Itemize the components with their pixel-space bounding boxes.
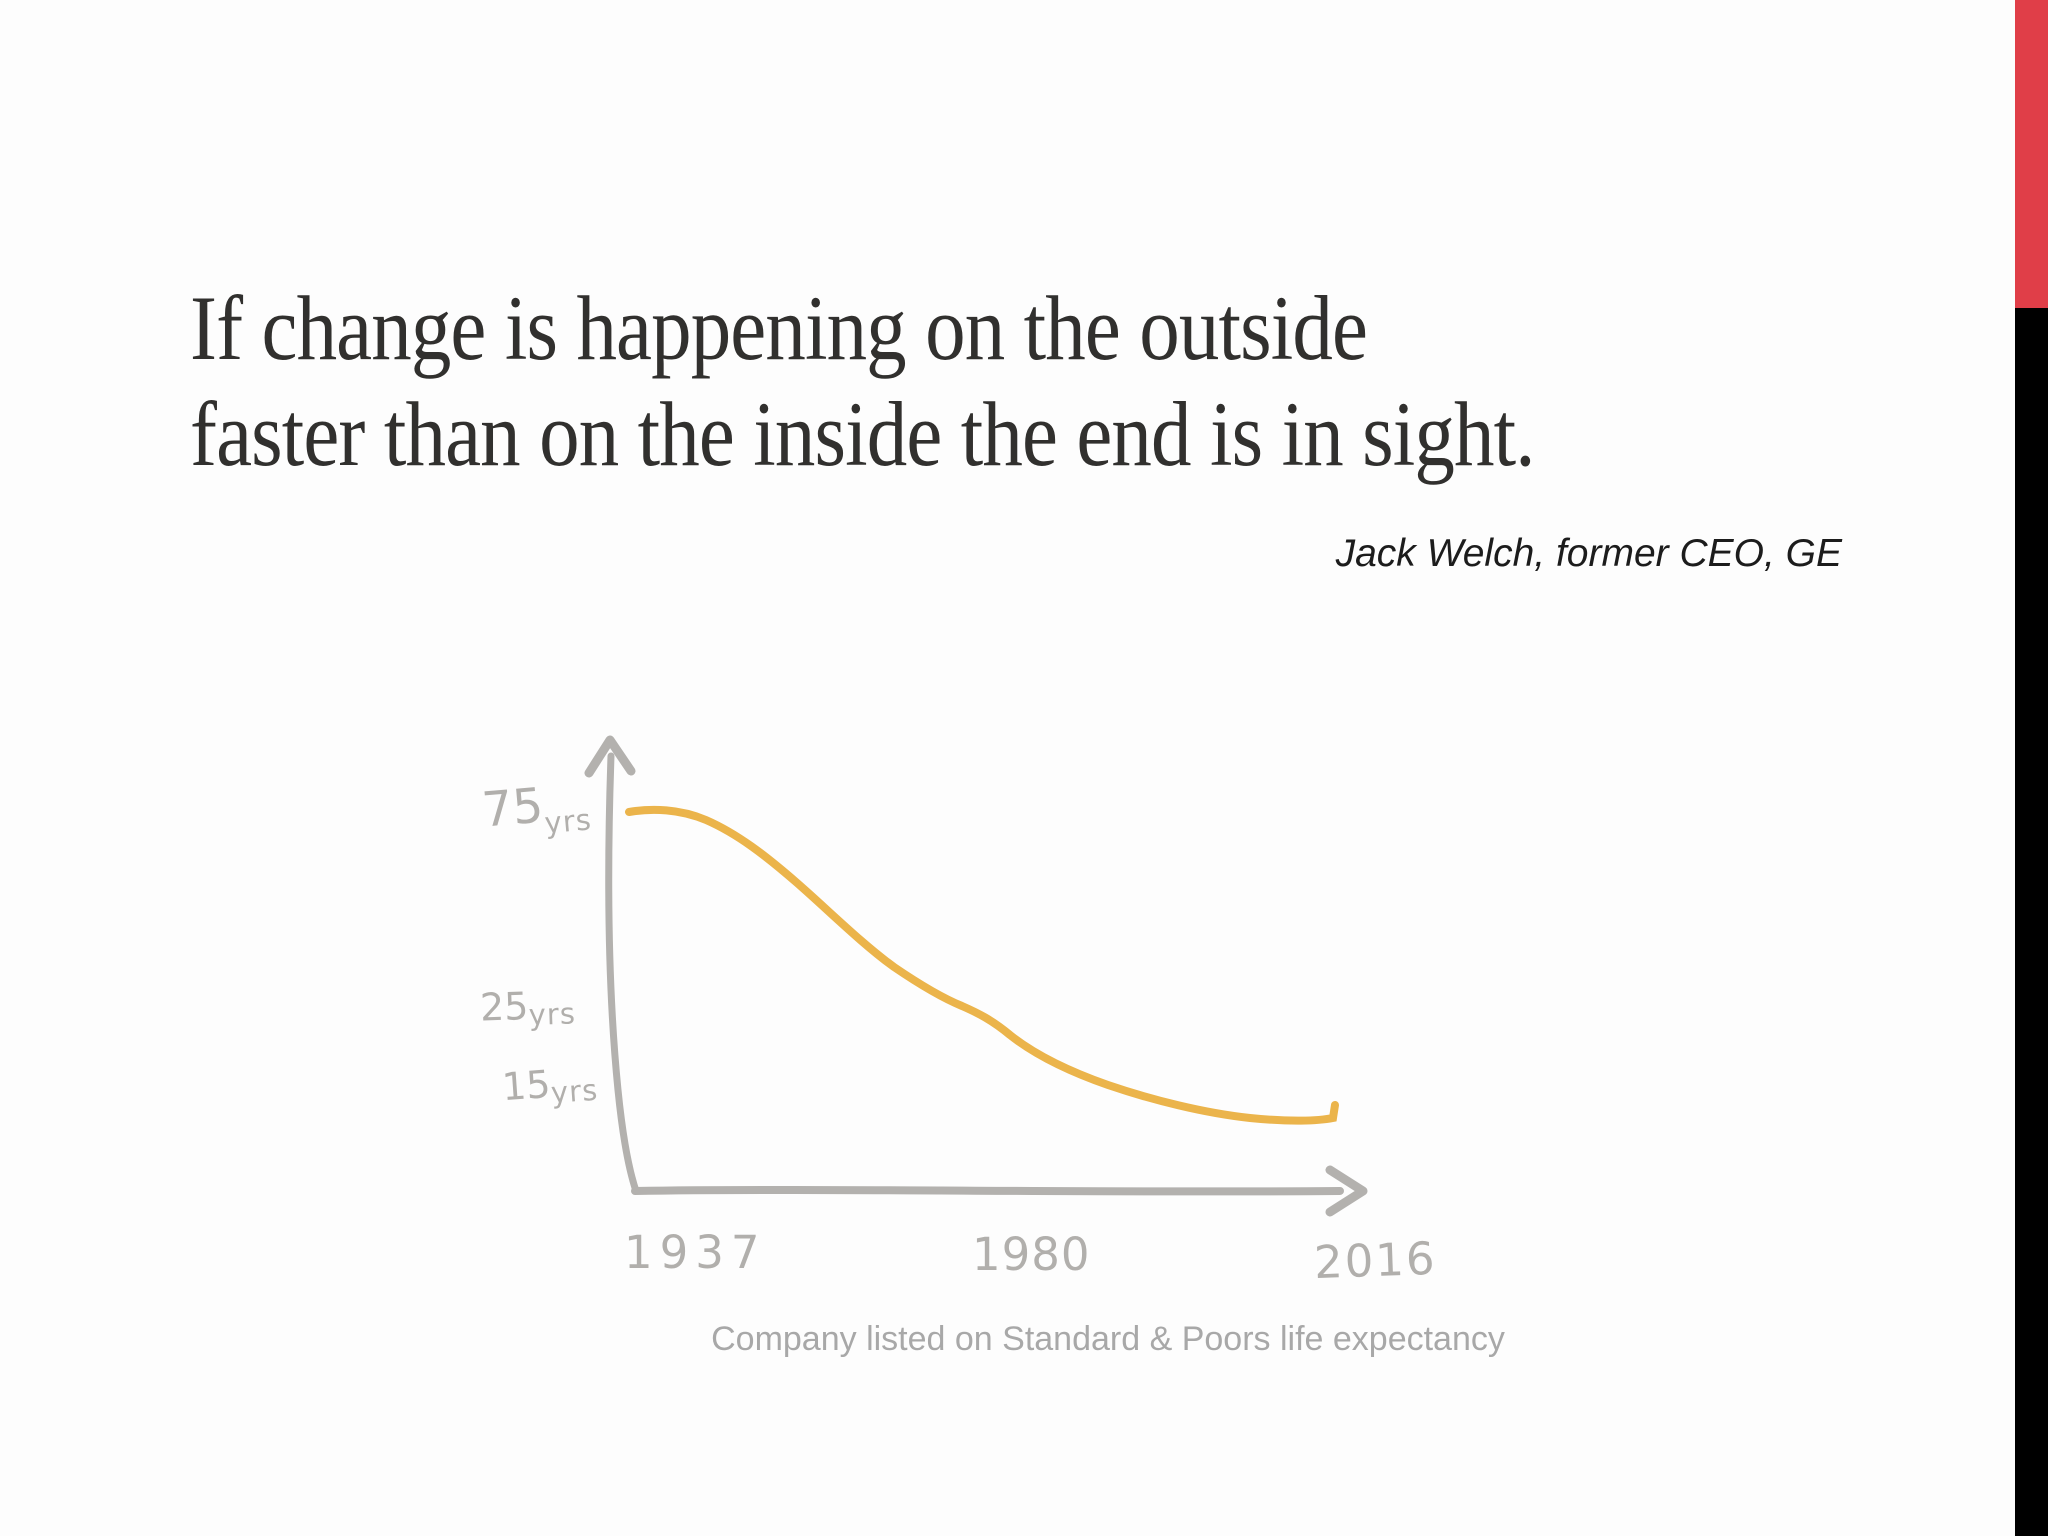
accent-bar-red — [2015, 0, 2048, 308]
chart-caption: Company listed on Standard & Poors life … — [711, 1320, 1505, 1358]
x-tick-1980: 1980 — [972, 1228, 1091, 1281]
trend-curve — [625, 805, 1339, 1125]
quote-line-1: If change is happening on the outside — [190, 277, 1368, 379]
y-tick-15yrs: 15yrs — [500, 1062, 600, 1110]
accent-bar-black — [2015, 308, 2048, 1536]
y-tick-75yrs: 75yrs — [479, 777, 594, 841]
x-axis — [631, 1165, 1368, 1217]
quote-title: If change is happening on the outside fa… — [190, 276, 1915, 488]
quote-line-2: faster than on the inside the end is in … — [190, 382, 1535, 485]
x-tick-2016: 2016 — [1313, 1231, 1438, 1290]
y-axis — [584, 735, 640, 1195]
quote-attribution: Jack Welch, former CEO, GE — [1335, 532, 1842, 575]
x-tick-1937: 1937 — [624, 1226, 767, 1279]
y-tick-25yrs: 25yrs — [479, 983, 577, 1032]
y-axis-arrow-icon — [584, 735, 636, 778]
x-axis-arrow-icon — [1325, 1165, 1368, 1217]
